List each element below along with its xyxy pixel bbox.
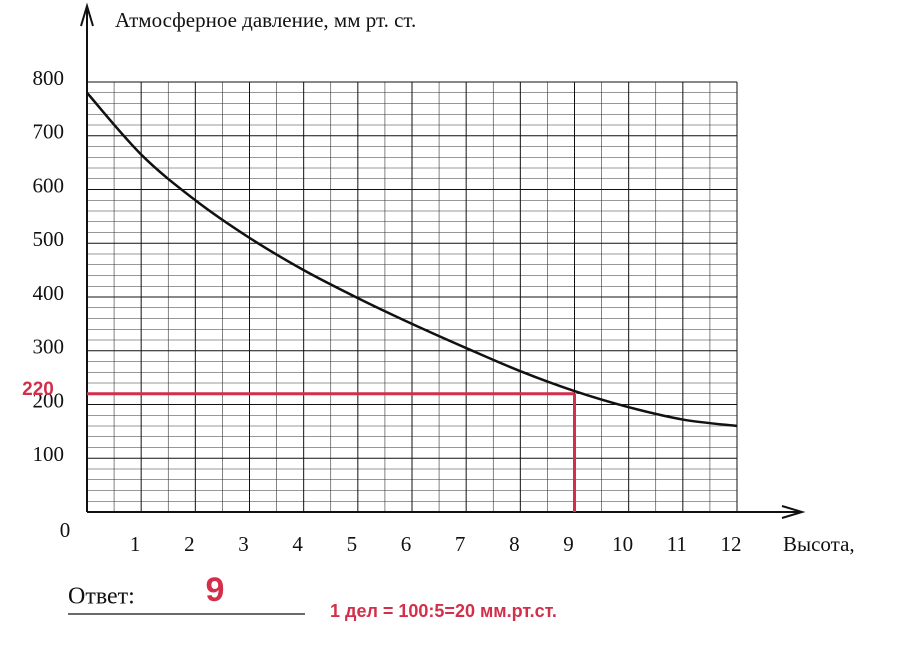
x-tick-label: 5: [347, 532, 358, 556]
x-tick-label: 10: [612, 532, 633, 556]
y-tick-label: 500: [33, 227, 65, 251]
y-tick-label: 300: [33, 335, 65, 359]
y-tick-label: 800: [33, 66, 65, 90]
reference-y-label: 220: [22, 379, 54, 400]
x-tick-label: 11: [667, 532, 687, 556]
data-line: [86, 91, 738, 428]
answer-label: Ответ:: [68, 584, 135, 610]
origin-label: 0: [60, 518, 71, 542]
x-tick-label: 9: [563, 532, 574, 556]
y-axis-arrow: [80, 2, 94, 27]
y-tick-label: 100: [33, 442, 65, 466]
x-tick-label: 7: [455, 532, 466, 556]
x-axis-label: Высота,: [783, 532, 855, 556]
note: 1 дел = 100:5=20 мм.рт.ст.: [330, 601, 557, 621]
y-tick-label: 200: [33, 388, 65, 412]
x-axis-arrow: [781, 505, 806, 519]
x-tick-label: 8: [509, 532, 520, 556]
x-tick-label: 3: [238, 532, 249, 556]
chart-title: Атмосферное давление, мм рт. ст.: [115, 8, 416, 32]
y-tick-label: 400: [33, 281, 65, 305]
x-tick-label: 4: [292, 532, 303, 556]
x-tick-label: 1: [130, 532, 141, 556]
answer-value: 9: [206, 571, 225, 609]
x-tick-label: 6: [401, 532, 412, 556]
x-tick-label: 12: [721, 532, 742, 556]
y-tick-label: 700: [33, 120, 65, 144]
y-tick-label: 600: [33, 173, 65, 197]
x-tick-label: 2: [184, 532, 195, 556]
